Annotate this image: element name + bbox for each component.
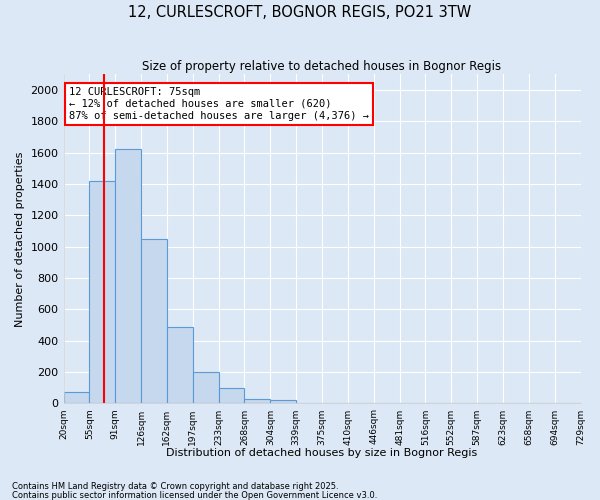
Bar xyxy=(167,326,193,404)
Text: Contains public sector information licensed under the Open Government Licence v3: Contains public sector information licen… xyxy=(12,490,377,500)
X-axis label: Distribution of detached houses by size in Bognor Regis: Distribution of detached houses by size … xyxy=(166,448,478,458)
Bar xyxy=(218,388,244,404)
Text: Contains HM Land Registry data © Crown copyright and database right 2025.: Contains HM Land Registry data © Crown c… xyxy=(12,482,338,491)
Text: 12, CURLESCROFT, BOGNOR REGIS, PO21 3TW: 12, CURLESCROFT, BOGNOR REGIS, PO21 3TW xyxy=(128,5,472,20)
Title: Size of property relative to detached houses in Bognor Regis: Size of property relative to detached ho… xyxy=(142,60,502,73)
Bar xyxy=(64,392,89,404)
Bar xyxy=(89,181,115,404)
Bar xyxy=(296,402,322,404)
Bar xyxy=(193,372,218,404)
Bar xyxy=(115,150,141,404)
Bar xyxy=(244,399,271,404)
Bar xyxy=(141,239,167,404)
Bar xyxy=(271,400,296,404)
Y-axis label: Number of detached properties: Number of detached properties xyxy=(15,151,25,326)
Text: 12 CURLESCROFT: 75sqm
← 12% of detached houses are smaller (620)
87% of semi-det: 12 CURLESCROFT: 75sqm ← 12% of detached … xyxy=(69,88,369,120)
